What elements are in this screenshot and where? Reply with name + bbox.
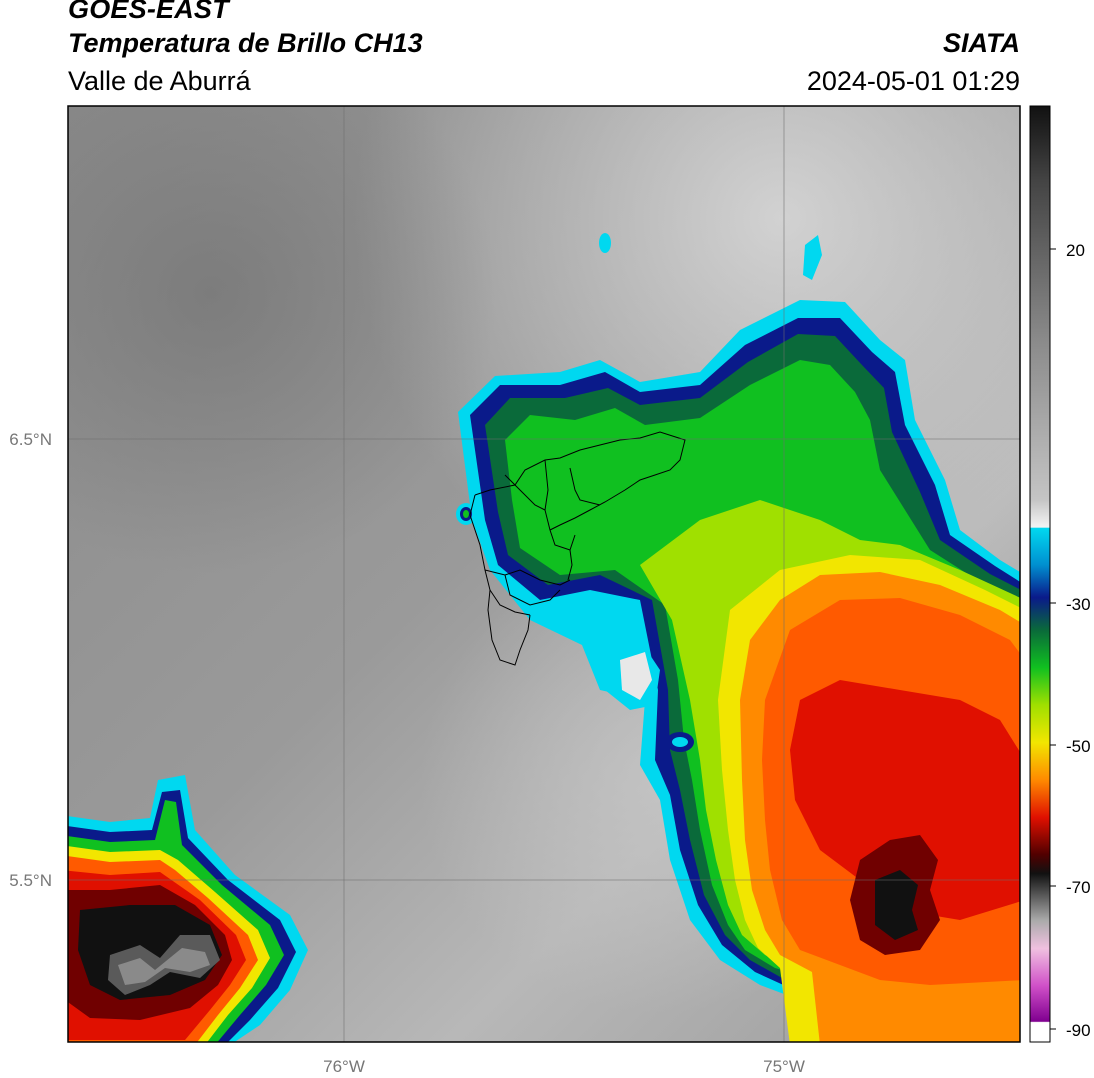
- municipality-boundaries: [469, 431, 686, 666]
- colorbar-ramp: [1029, 105, 1051, 1043]
- y-tick-6-5n: 6.5°N: [9, 430, 52, 449]
- satellite-title: GOES-EAST: [68, 0, 229, 24]
- product-title: Temperatura de Brillo CH13: [68, 28, 423, 58]
- colorbar-tick-neg50: -50: [1066, 737, 1091, 756]
- graticule: [68, 106, 1020, 1042]
- colorbar-tick-20: 20: [1066, 241, 1085, 260]
- convective-cloud-southwest: [68, 775, 308, 1042]
- timestamp-label: 2024-05-01 01:29: [806, 66, 1020, 96]
- colorbar: 20 -30 -50 -70 -90: [1029, 105, 1091, 1043]
- colorbar-tick-neg70: -70: [1066, 878, 1091, 897]
- x-tick-75w: 75°W: [763, 1057, 805, 1076]
- region-label: Valle de Aburrá: [68, 66, 251, 96]
- colorbar-tick-neg30: -30: [1066, 595, 1091, 614]
- x-tick-76w: 76°W: [323, 1057, 365, 1076]
- colorbar-tick-neg90: -90: [1066, 1021, 1091, 1040]
- organization-label: SIATA: [943, 28, 1020, 58]
- convective-cloud-east: [456, 233, 1020, 1042]
- map-frame: [67, 105, 1021, 1043]
- y-tick-5-5n: 5.5°N: [9, 871, 52, 890]
